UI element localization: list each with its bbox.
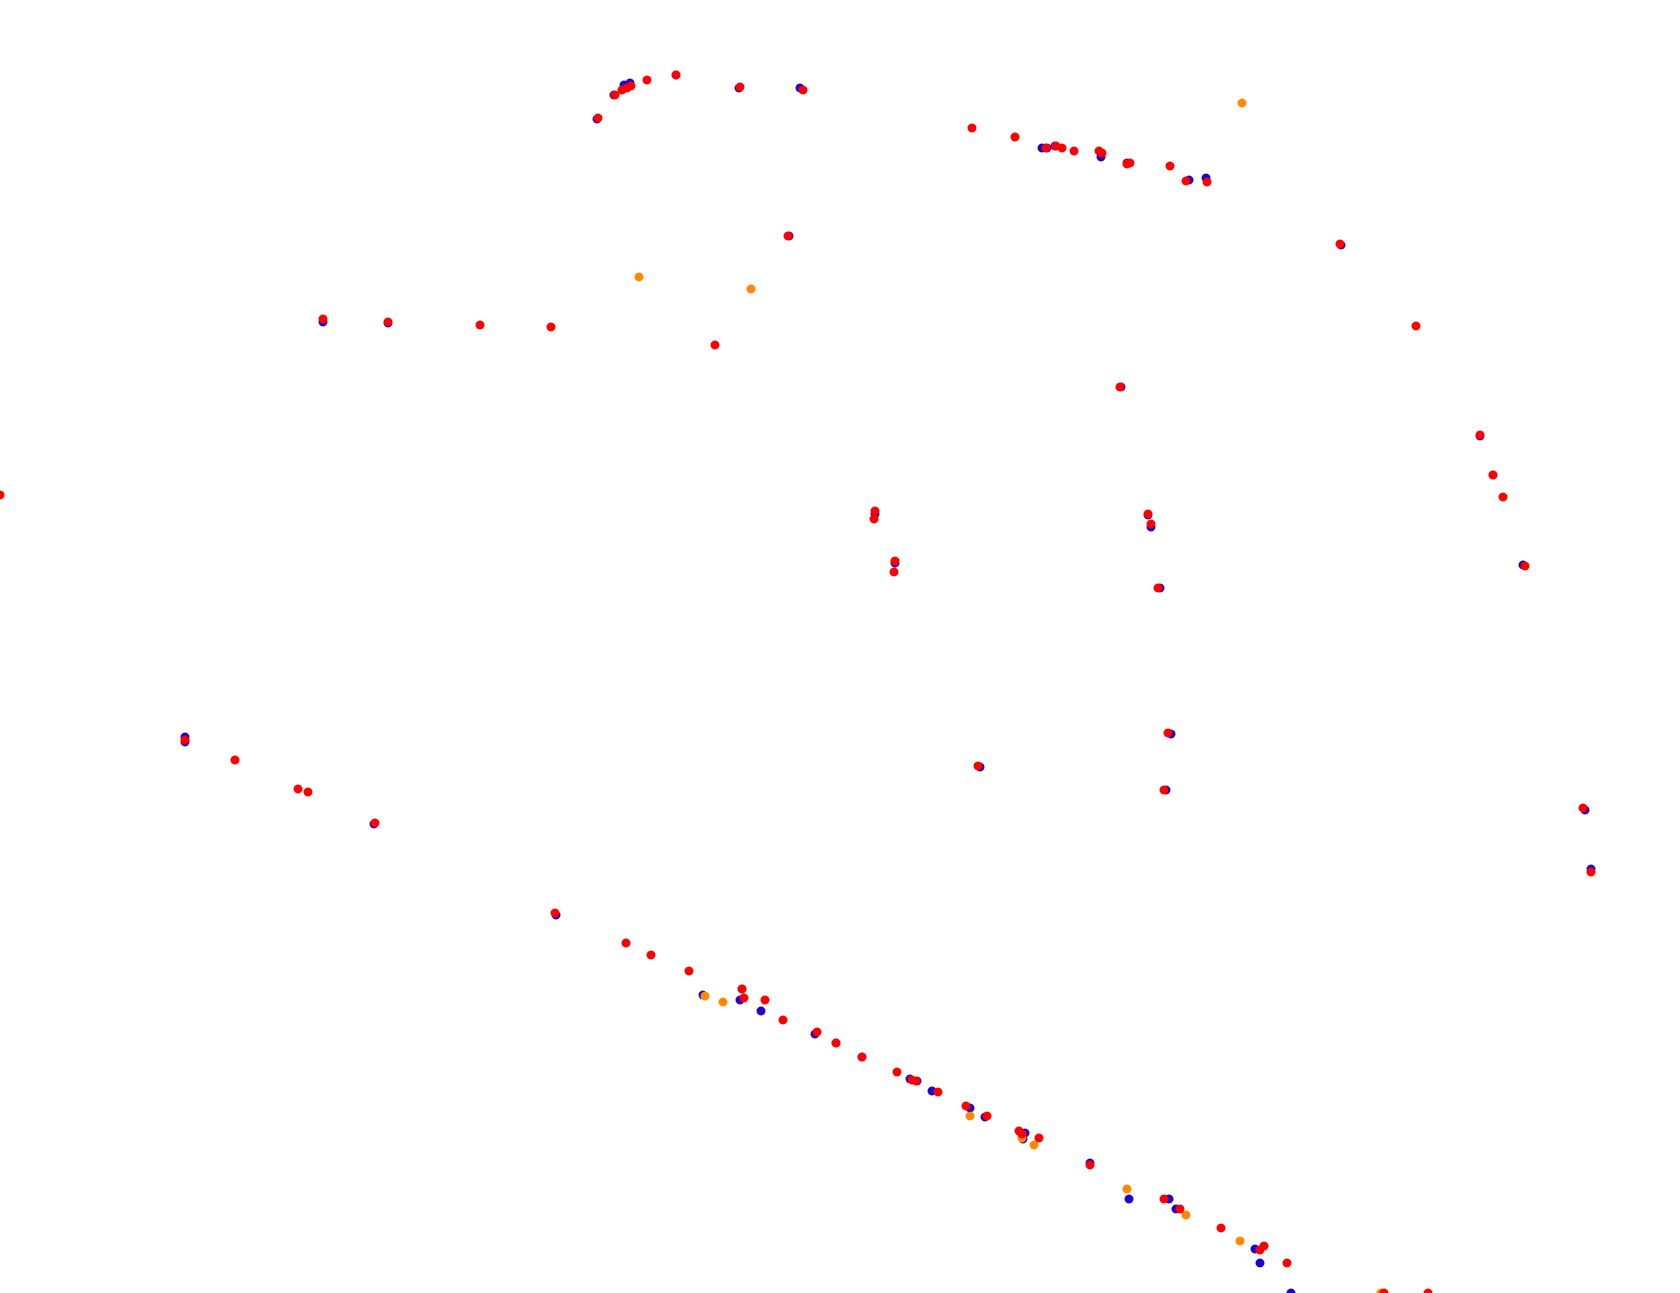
data-point [982, 1111, 992, 1121]
data-point [0, 490, 5, 500]
data-point [700, 991, 710, 1001]
series-3 [0, 70, 1596, 1293]
data-point [967, 123, 977, 133]
data-point [1488, 470, 1498, 480]
data-point [318, 314, 328, 324]
data-point [1094, 146, 1104, 156]
data-point [610, 90, 620, 100]
data-point [1423, 1288, 1433, 1293]
data-point [1034, 1133, 1044, 1143]
data-point [889, 567, 899, 577]
data-point [1255, 1258, 1265, 1268]
data-point [1181, 1210, 1191, 1220]
data-point [546, 322, 556, 332]
data-point [739, 993, 749, 1003]
data-point [1286, 1288, 1296, 1293]
data-point [1282, 1258, 1292, 1268]
data-point [890, 556, 900, 566]
data-point [760, 995, 770, 1005]
data-point [1143, 509, 1153, 519]
data-point [870, 506, 880, 516]
data-point [973, 761, 983, 771]
data-point [778, 1015, 788, 1025]
data-point [907, 1075, 917, 1085]
data-point [1202, 177, 1212, 187]
data-point [1159, 1194, 1169, 1204]
data-point [684, 966, 694, 976]
data-point [1586, 867, 1596, 877]
data-point [1181, 176, 1191, 186]
data-point [1578, 803, 1588, 813]
data-point [756, 1006, 766, 1016]
data-point [671, 70, 681, 80]
data-point [737, 984, 747, 994]
data-point [1122, 1184, 1132, 1194]
data-point [550, 908, 560, 918]
data-point [1165, 161, 1175, 171]
data-point [1069, 146, 1079, 156]
data-point [735, 82, 745, 92]
data-point [383, 317, 393, 327]
data-point [1010, 132, 1020, 142]
data-point [1051, 141, 1061, 151]
data-point [1146, 519, 1156, 529]
data-point [1335, 239, 1345, 249]
data-point [1124, 1194, 1134, 1204]
data-point [965, 1111, 975, 1121]
data-point [961, 1101, 971, 1111]
data-point [230, 755, 240, 765]
data-point [857, 1052, 867, 1062]
data-point [1115, 382, 1125, 392]
data-point [1029, 1140, 1039, 1150]
data-point [1475, 430, 1485, 440]
data-point [646, 950, 656, 960]
data-point [746, 284, 756, 294]
data-point [293, 784, 303, 794]
data-point [1122, 159, 1132, 169]
data-point [798, 85, 808, 95]
data-point [1085, 1160, 1095, 1170]
data-point [1520, 561, 1530, 571]
data-point [593, 113, 603, 123]
data-point [1379, 1288, 1389, 1293]
data-point [1498, 492, 1508, 502]
data-point [718, 997, 728, 1007]
data-point [1163, 728, 1173, 738]
data-point [869, 514, 879, 524]
data-point [303, 787, 313, 797]
data-point [831, 1038, 841, 1048]
data-point [1237, 98, 1247, 108]
data-point [634, 272, 644, 282]
data-point [812, 1027, 822, 1037]
data-point [783, 231, 793, 241]
data-point [621, 938, 631, 948]
data-point [1153, 583, 1163, 593]
data-points [0, 70, 1596, 1293]
data-point [1041, 143, 1051, 153]
data-point [892, 1067, 902, 1077]
data-point [1216, 1223, 1226, 1233]
data-point [475, 320, 485, 330]
data-point [642, 75, 652, 85]
data-point [370, 818, 380, 828]
data-point [1175, 1204, 1185, 1214]
data-point [180, 735, 190, 745]
data-point [1014, 1126, 1024, 1136]
series-2 [634, 98, 1386, 1293]
data-point [933, 1087, 943, 1097]
data-point [1259, 1241, 1269, 1251]
data-point [626, 81, 636, 91]
data-point [1411, 321, 1421, 331]
data-point [1235, 1236, 1245, 1246]
data-point [1159, 785, 1169, 795]
data-point [710, 340, 720, 350]
